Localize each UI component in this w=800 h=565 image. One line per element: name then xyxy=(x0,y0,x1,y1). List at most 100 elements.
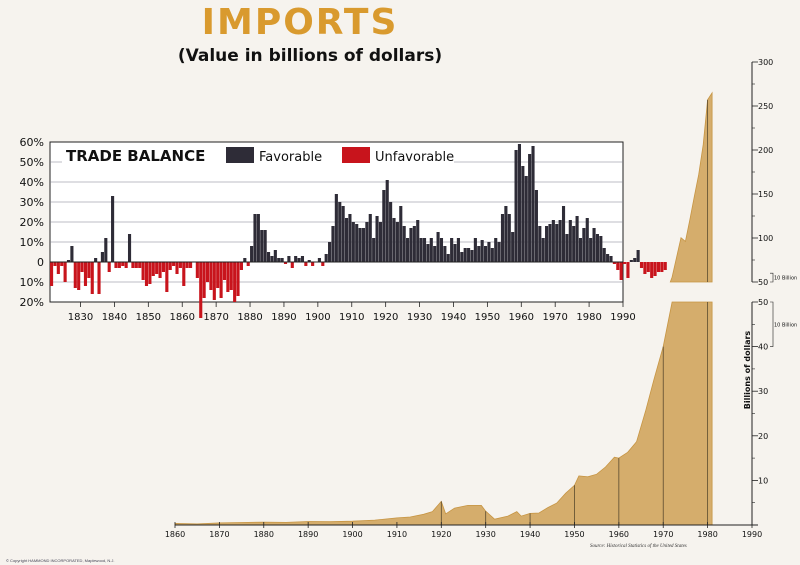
trade-balance-bar-1884 xyxy=(263,230,267,262)
trade-balance-bar-1974 xyxy=(568,220,572,262)
trade-balance-bar-1825 xyxy=(63,262,67,282)
imports-y-tick-label-upper: 100 xyxy=(758,234,773,243)
trade-balance-bar-1998 xyxy=(650,262,654,278)
imports-y-tick-label-lower: 30 xyxy=(758,387,768,396)
trade-balance-bar-1895 xyxy=(300,256,305,262)
trade-balance-bar-1845 xyxy=(131,262,135,268)
trade-balance-bar-1917 xyxy=(375,216,379,262)
imports-area-upper xyxy=(669,91,713,283)
trade-balance-bar-1928 xyxy=(412,226,416,262)
trade-balance-bar-1905 xyxy=(334,194,338,262)
trade-balance-bar-1918 xyxy=(378,222,382,262)
trade-balance-bar-1821 xyxy=(50,262,54,286)
trade-balance-bar-1872 xyxy=(222,262,227,280)
page-title: IMPORTS xyxy=(201,2,399,43)
imports-y-tick-label-lower: 20 xyxy=(758,432,768,441)
trade-balance-bar-1903 xyxy=(328,242,332,262)
trade-balance-bar-1852 xyxy=(155,262,159,274)
trade-balance-bar-1949 xyxy=(483,246,488,262)
trade-balance-bar-1823 xyxy=(56,262,60,274)
trade-balance-bar-1977 xyxy=(578,238,583,262)
trade-balance-y-tick-label: 20% xyxy=(20,216,44,229)
legend-swatch-unfavorable xyxy=(342,147,370,163)
trade-balance-bar-1843 xyxy=(124,262,128,268)
trade-balance-bar-1925 xyxy=(402,226,406,262)
trade-balance-bar-1829 xyxy=(77,262,81,290)
trade-balance-bar-1932 xyxy=(426,244,430,262)
trade-balance-bar-1854 xyxy=(161,262,166,272)
imports-lower-panel xyxy=(174,301,713,526)
trade-balance-bar-1894 xyxy=(297,258,301,262)
trade-balance-x-tick-label: 1840 xyxy=(102,312,127,323)
trade-balance-bar-1910 xyxy=(351,222,355,262)
trade-balance-bar-1943 xyxy=(463,248,467,262)
trade-balance-bar-1908 xyxy=(344,218,349,262)
trade-balance-bar-1855 xyxy=(165,262,169,292)
trade-balance-bar-1883 xyxy=(260,230,264,262)
trade-balance-bar-1933 xyxy=(429,238,433,262)
trade-balance-bar-1860 xyxy=(182,262,186,286)
trade-balance-bar-1875 xyxy=(233,262,237,302)
trade-balance-bar-1877 xyxy=(239,262,243,270)
trade-balance-y-tick-label: 10% xyxy=(20,276,44,289)
trade-balance-bar-1907 xyxy=(341,206,345,262)
trade-balance-bar-1834 xyxy=(94,258,98,262)
trade-balance-bar-1874 xyxy=(229,262,233,290)
trade-balance-bar-1851 xyxy=(151,262,155,276)
trade-balance-bar-2000 xyxy=(656,262,661,272)
trade-balance-bar-1981 xyxy=(592,228,596,262)
lower-scale-note-bracket xyxy=(770,301,774,347)
upper-scale-note-bracket xyxy=(770,272,774,283)
trade-balance-bar-1867 xyxy=(205,262,210,282)
trade-balance-bar-1881 xyxy=(253,214,257,262)
trade-balance-bar-1909 xyxy=(348,214,352,262)
trade-balance-y-tick-label: 10% xyxy=(20,236,44,249)
trade-balance-bar-1889 xyxy=(280,258,284,262)
trade-balance-x-tick-label: 1860 xyxy=(170,312,195,323)
trade-balance-bar-1840 xyxy=(114,262,118,268)
trade-balance-bar-1878 xyxy=(243,258,247,262)
imports-y-tick-label-lower: 40 xyxy=(758,343,768,352)
upper-scale-note-label: 10 Billion xyxy=(774,276,797,282)
imports-x-tick-label: 1940 xyxy=(520,530,540,539)
imports-x-tick-label: 1910 xyxy=(387,530,407,539)
trade-balance-bar-1879 xyxy=(246,262,250,266)
trade-balance-bar-1953 xyxy=(497,242,501,262)
trade-balance-bar-1841 xyxy=(117,262,121,268)
trade-balance-bar-1939 xyxy=(450,238,454,262)
trade-balance-bar-1900 xyxy=(317,258,321,262)
trade-balance-bar-1968 xyxy=(548,224,552,262)
trade-balance-bar-1861 xyxy=(185,262,189,268)
trade-balance-bar-1993 xyxy=(633,258,637,262)
imports-x-tick-label: 1860 xyxy=(165,530,185,539)
trade-balance-x-tick-label: 1940 xyxy=(441,312,466,323)
trade-balance-bar-1849 xyxy=(144,262,149,286)
trade-balance-y-tick-label: 0 xyxy=(37,256,44,269)
trade-balance-bar-1935 xyxy=(436,232,440,262)
trade-balance-bar-1842 xyxy=(121,262,125,266)
trade-balance-bar-1986 xyxy=(609,256,613,262)
trade-balance-bar-1857 xyxy=(172,262,176,266)
trade-balance-bar-1915 xyxy=(368,214,372,262)
trade-balance-bar-1979 xyxy=(585,218,589,262)
imports-y-tick-label-upper: 200 xyxy=(758,146,773,155)
trade-balance-bar-1940 xyxy=(453,244,457,262)
lower-scale-note-label: 10 Billion xyxy=(774,322,797,328)
trade-balance-bar-1916 xyxy=(372,238,376,262)
trade-balance-bar-1951 xyxy=(490,248,494,262)
trade-balance-bar-1868 xyxy=(209,262,213,290)
trade-balance-title: TRADE BALANCE xyxy=(66,147,205,165)
trade-balance-bar-1929 xyxy=(416,220,420,262)
trade-balance-bar-1892 xyxy=(290,262,294,268)
trade-balance-bar-1880 xyxy=(250,246,254,262)
trade-balance-bar-1985 xyxy=(606,254,610,262)
imports-x-tick-label: 1950 xyxy=(564,530,584,539)
imports-y-tick-label-lower: 50 xyxy=(758,298,768,307)
trade-balance-bar-1938 xyxy=(446,254,450,262)
trade-balance-bar-1873 xyxy=(226,262,230,292)
trade-balance-x-tick-label: 1910 xyxy=(339,312,364,323)
trade-balance-chart: 60% 50% 40% 30% 20% 10% 0 10% 20% 1830 1840 1850 186… xyxy=(20,136,667,323)
trade-balance-bar-1975 xyxy=(572,226,576,262)
trade-balance-bar-1936 xyxy=(439,238,444,262)
